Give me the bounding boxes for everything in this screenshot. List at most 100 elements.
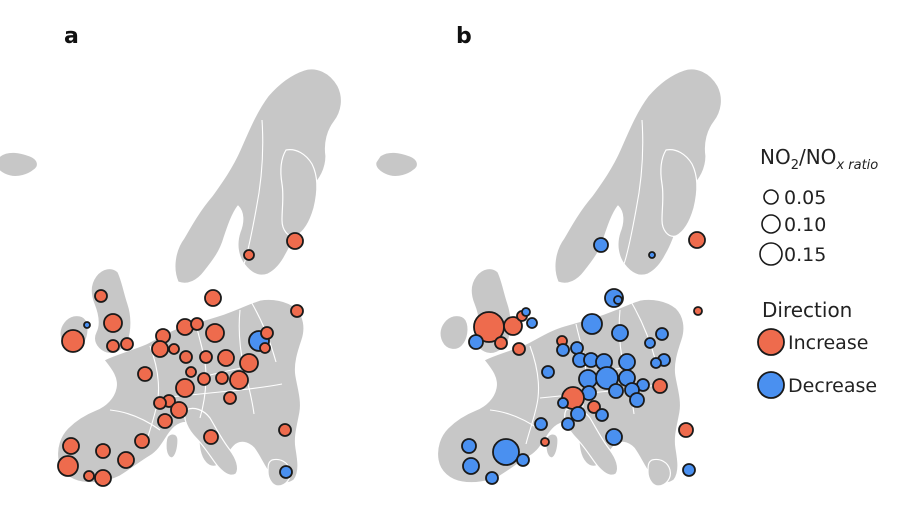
legend: NO2/NOx ratio 0.05 0.10 0.15 Direction I…: [757, 145, 878, 399]
panel-b-station-marker-decrease: [526, 317, 538, 329]
panel-a-station-marker-increase: [290, 304, 304, 318]
panel-a-station-marker-increase: [151, 340, 169, 358]
panel-b-station-marker-decrease: [629, 392, 645, 408]
panel-a-station-marker-increase: [203, 429, 219, 445]
panel-a-station-marker-increase: [229, 370, 249, 390]
panel-a-station-marker-increase: [83, 470, 95, 482]
panel-a-station-marker-increase: [117, 451, 135, 469]
panel-a-station-marker-increase: [95, 443, 111, 459]
panel-a-station-marker-increase: [217, 349, 235, 367]
legend-decrease-marker: [757, 371, 785, 399]
panel-b-station-marker-decrease: [595, 408, 609, 422]
panel-b-station-marker-decrease: [611, 324, 629, 342]
panel-a-markers: [57, 232, 304, 487]
legend-decrease-label: Decrease: [788, 375, 877, 397]
panel-a-station-marker-decrease: [279, 465, 293, 479]
panel-b-map: b: [375, 24, 723, 487]
legend-ratio-title: NO2/NOx ratio: [760, 145, 878, 173]
panel-a-station-marker-decrease: [83, 321, 91, 329]
panel-b-station-marker-decrease: [570, 406, 586, 422]
panel-b-europe-basemap: [375, 68, 723, 487]
panel-b-station-marker-decrease: [595, 366, 619, 390]
panel-b-station-marker-increase: [503, 316, 523, 336]
panel-a-station-marker-increase: [94, 289, 108, 303]
panel-a-station-marker-increase: [204, 289, 222, 307]
panel-a-station-marker-increase: [106, 339, 120, 353]
panel-b-station-marker-decrease: [557, 397, 569, 409]
panel-b-station-marker-increase: [540, 437, 550, 447]
panel-b-station-marker-decrease: [462, 457, 480, 475]
panel-b-station-marker-increase: [693, 306, 703, 316]
panel-b-station-marker-decrease: [650, 357, 662, 369]
panel-a-station-marker-increase: [137, 366, 153, 382]
panel-a-station-marker-increase: [239, 353, 259, 373]
panel-a-station-marker-increase: [175, 378, 195, 398]
panel-b-station-marker-decrease: [561, 417, 575, 431]
panel-a-station-marker-increase: [190, 317, 204, 331]
panel-b-station-marker-decrease: [648, 251, 656, 259]
panel-a-station-marker-increase: [260, 326, 274, 340]
panel-a-station-marker-increase: [134, 433, 150, 449]
panel-a-station-marker-increase: [286, 232, 304, 250]
legend-size-label-0-05: 0.05: [784, 187, 826, 209]
panel-a-station-marker-increase: [215, 371, 229, 385]
panel-a-station-marker-increase: [205, 323, 225, 343]
panel-a-station-marker-increase: [62, 437, 80, 455]
legend-direction-title: Direction: [762, 298, 852, 322]
panel-b-label: b: [456, 24, 472, 49]
panel-b-station-marker-increase: [688, 231, 706, 249]
panel-b-station-marker-decrease: [655, 327, 669, 341]
legend-size-marker-0-15: [759, 242, 783, 266]
panel-a-station-marker-increase: [157, 413, 173, 429]
panel-a-label: a: [64, 24, 79, 49]
panel-a-station-marker-increase: [278, 423, 292, 437]
panel-a-station-marker-increase: [153, 396, 167, 410]
panel-a-station-marker-increase: [243, 249, 255, 261]
panel-a-station-marker-increase: [61, 329, 85, 353]
panel-b-station-marker-decrease: [534, 417, 548, 431]
panel-b-station-marker-decrease: [485, 471, 499, 485]
legend-size-marker-0-10: [761, 214, 781, 234]
panel-b-station-marker-increase: [512, 342, 526, 356]
panel-a-map: a: [0, 24, 343, 487]
panel-b-station-marker-decrease: [492, 438, 520, 466]
panel-b-station-marker-decrease: [461, 438, 477, 454]
panel-b-markers: [461, 231, 706, 485]
panel-b-station-marker-decrease: [682, 463, 696, 477]
panel-b-station-marker-decrease: [468, 334, 484, 350]
panel-a-station-marker-increase: [179, 350, 193, 364]
panel-a-station-marker-increase: [103, 313, 123, 333]
panel-a-station-marker-increase: [259, 342, 271, 354]
panel-a-station-marker-increase: [168, 343, 180, 355]
panel-b-station-marker-increase: [587, 400, 601, 414]
panel-b-station-marker-increase: [652, 378, 668, 394]
panel-b-station-marker-decrease: [593, 237, 609, 253]
panel-b-station-marker-decrease: [613, 295, 623, 305]
legend-increase-label: Increase: [788, 332, 868, 354]
panel-a-station-marker-increase: [57, 455, 79, 477]
legend-increase-marker: [757, 328, 785, 356]
panel-b-station-marker-decrease: [608, 383, 624, 399]
panel-a-station-marker-increase: [176, 318, 194, 336]
panel-b-station-marker-decrease: [541, 365, 555, 379]
panel-b-station-marker-decrease: [644, 337, 656, 349]
legend-size-label-0-15: 0.15: [784, 244, 826, 266]
legend-size-marker-0-05: [763, 189, 779, 205]
panel-a-station-marker-increase: [197, 372, 211, 386]
panel-b-station-marker-decrease: [605, 428, 623, 446]
panel-a-station-marker-increase: [94, 469, 112, 487]
legend-size-label-0-10: 0.10: [784, 214, 826, 236]
panel-a-station-marker-increase: [199, 350, 213, 364]
panel-a-station-marker-increase: [185, 366, 197, 378]
panel-a-station-marker-increase: [120, 337, 134, 351]
panel-b-station-marker-increase: [678, 422, 694, 438]
panel-a-station-marker-increase: [223, 391, 237, 405]
panel-b-station-marker-decrease: [581, 313, 603, 335]
panel-b-station-marker-decrease: [516, 453, 530, 467]
panel-b-station-marker-increase: [494, 336, 508, 350]
panel-b-station-marker-decrease: [618, 353, 636, 371]
panel-b-station-marker-decrease: [556, 343, 570, 357]
panel-b-station-marker-decrease: [521, 307, 531, 317]
panel-a-station-marker-increase: [170, 401, 188, 419]
